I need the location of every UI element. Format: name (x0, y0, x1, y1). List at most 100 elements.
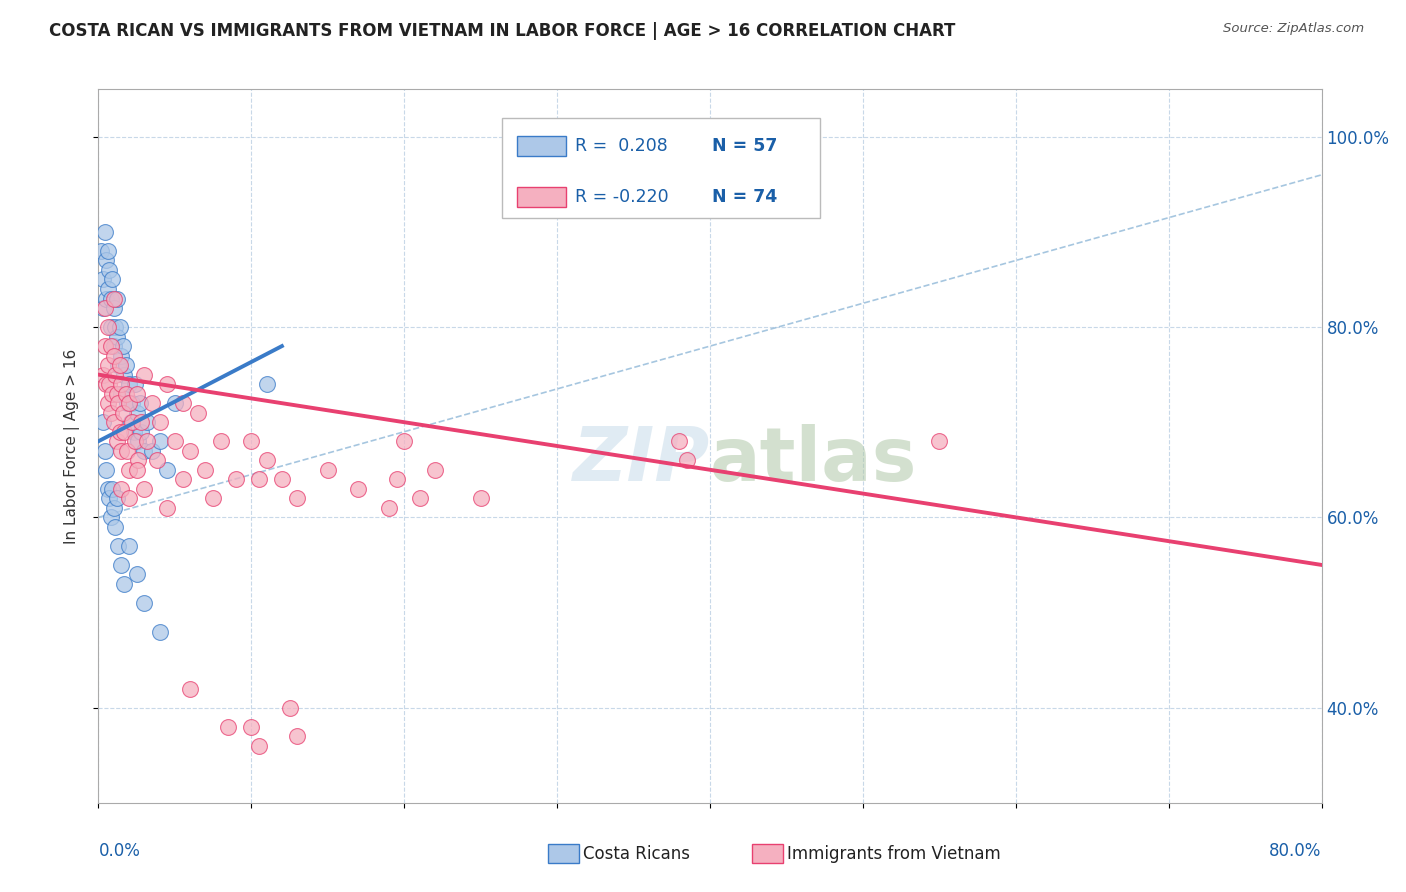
Point (108, 320, 131, 334)
Point (97, 358, 120, 372)
Point (100, 320, 122, 334)
Point (285, 491, 308, 506)
Point (94, 292, 117, 306)
Point (270, 472, 294, 486)
Point (141, 443, 163, 458)
Point (156, 500, 179, 515)
Point (118, 396, 141, 410)
Point (91, 368, 114, 382)
Point (93, 225, 115, 239)
Point (225, 472, 247, 486)
Point (105, 434, 128, 449)
Point (120, 415, 142, 429)
Point (285, 729, 308, 743)
Point (316, 463, 339, 477)
Point (98, 491, 121, 506)
Text: N = 57: N = 57 (713, 136, 778, 154)
Point (93, 301, 115, 315)
Point (278, 700, 301, 714)
Point (103, 339, 125, 353)
Text: R = -0.220: R = -0.220 (575, 188, 669, 206)
Text: atlas: atlas (710, 424, 917, 497)
Point (347, 482, 370, 496)
Point (240, 434, 263, 449)
Point (110, 558, 132, 572)
Point (105, 329, 128, 343)
Point (104, 320, 127, 334)
Point (125, 463, 148, 477)
FancyBboxPatch shape (502, 118, 820, 218)
Point (172, 472, 194, 486)
Text: N = 74: N = 74 (713, 188, 778, 206)
Point (928, 434, 950, 449)
Point (145, 453, 167, 467)
Text: ZIP: ZIP (572, 424, 710, 497)
Y-axis label: In Labor Force | Age > 16: In Labor Force | Age > 16 (65, 349, 80, 543)
FancyBboxPatch shape (517, 187, 565, 207)
Point (91, 415, 114, 429)
Point (107, 396, 129, 410)
Point (98, 263, 121, 277)
Point (101, 482, 124, 496)
Point (98, 377, 121, 392)
Point (187, 406, 209, 420)
Point (172, 396, 194, 410)
Point (141, 396, 163, 410)
Point (124, 434, 146, 449)
Point (94, 377, 117, 392)
Point (91, 272, 114, 286)
Point (115, 386, 138, 401)
Point (209, 434, 232, 449)
Point (90, 244, 112, 258)
Point (125, 386, 148, 401)
Point (112, 368, 135, 382)
Point (408, 491, 430, 506)
Point (149, 415, 172, 429)
Point (125, 406, 148, 420)
Point (129, 425, 152, 439)
Point (108, 425, 131, 439)
Point (127, 453, 149, 467)
Point (179, 681, 201, 696)
Point (256, 453, 278, 467)
FancyBboxPatch shape (517, 136, 565, 155)
Point (93, 339, 115, 353)
Point (103, 500, 125, 515)
Point (112, 577, 135, 591)
Point (107, 539, 129, 553)
Point (94, 463, 117, 477)
Point (423, 463, 446, 477)
Text: Source: ZipAtlas.com: Source: ZipAtlas.com (1223, 22, 1364, 36)
Point (105, 386, 128, 401)
Point (240, 720, 263, 734)
Point (163, 396, 186, 410)
Point (107, 358, 129, 372)
Point (129, 415, 152, 429)
Point (101, 272, 124, 286)
Point (202, 491, 225, 506)
Point (97, 320, 120, 334)
Point (156, 377, 179, 392)
Point (217, 720, 239, 734)
Point (122, 425, 145, 439)
Point (136, 415, 159, 429)
Point (110, 443, 132, 458)
Point (103, 415, 125, 429)
Text: 80.0%: 80.0% (1270, 842, 1322, 860)
Point (111, 339, 134, 353)
Point (117, 396, 139, 410)
Point (100, 510, 122, 524)
Point (97, 244, 120, 258)
Point (136, 434, 159, 449)
Point (118, 539, 141, 553)
Point (112, 425, 135, 439)
Point (110, 386, 132, 401)
Point (134, 482, 156, 496)
Point (118, 377, 141, 392)
Point (94, 253, 117, 268)
Point (134, 596, 156, 610)
Text: Costa Ricans: Costa Ricans (583, 845, 690, 863)
Point (103, 301, 125, 315)
Text: Immigrants from Vietnam: Immigrants from Vietnam (787, 845, 1001, 863)
Text: COSTA RICAN VS IMMIGRANTS FROM VIETNAM IN LABOR FORCE | AGE > 16 CORRELATION CHA: COSTA RICAN VS IMMIGRANTS FROM VIETNAM I… (49, 22, 956, 40)
